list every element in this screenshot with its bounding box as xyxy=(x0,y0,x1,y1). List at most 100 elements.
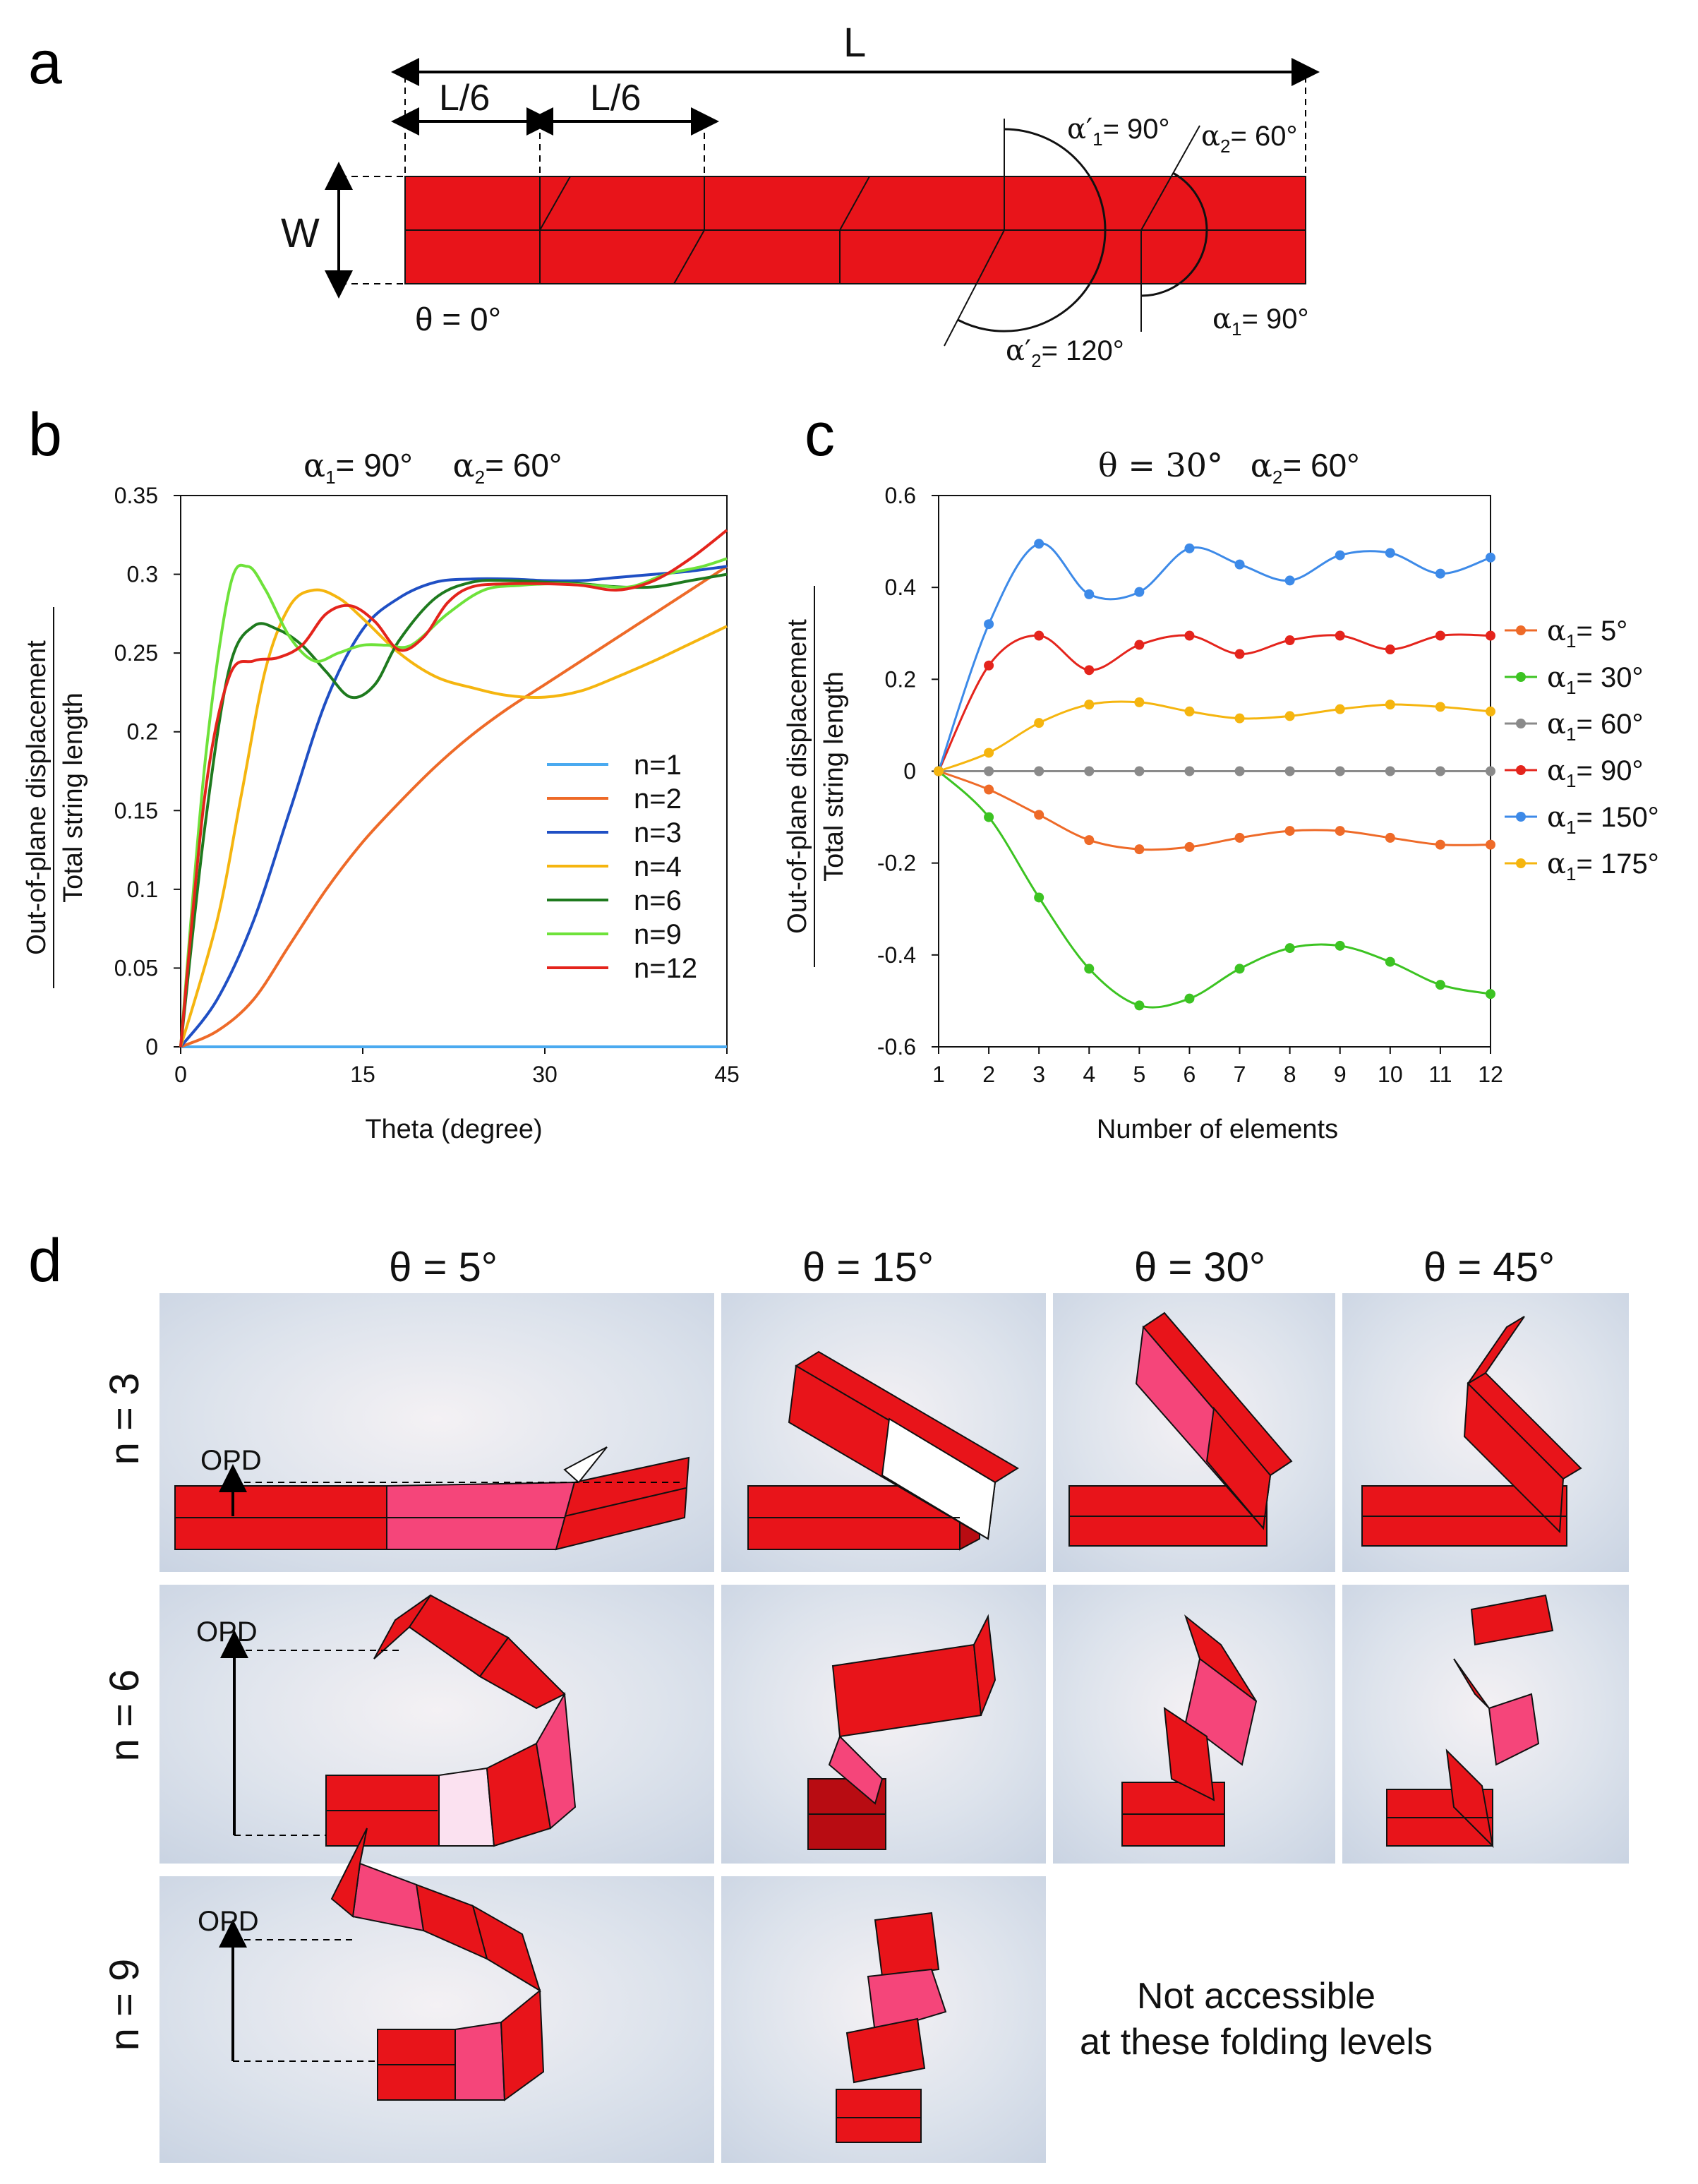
chart-b-ytick-label: 0.2 xyxy=(127,719,158,745)
chart-c-legend-label: α1= 150° xyxy=(1547,801,1659,838)
col-header-theta30: θ = 30° xyxy=(1134,1244,1265,1290)
chart-c-point xyxy=(1486,766,1495,776)
chart-b: α1= 90° α2= 60° Theta (degree) Out-of-pl… xyxy=(22,446,740,1144)
chart-c-point xyxy=(1435,839,1445,850)
chart-c-ytick-label: 0.6 xyxy=(885,483,916,508)
chart-b-xlabel: Theta (degree) xyxy=(365,1115,542,1144)
chart-c-point xyxy=(1335,550,1345,560)
chart-c-point xyxy=(1284,766,1295,776)
strip-render-n3-t15 xyxy=(747,1350,1019,1551)
row-header-n9: n = 9 xyxy=(102,1959,147,2051)
chart-c-point xyxy=(1034,718,1044,728)
opd-label-n3: OPD xyxy=(200,1445,262,1476)
chart-b-ytick-label: 0.1 xyxy=(127,877,158,902)
label-alpha-prime-1: α′1= 90° xyxy=(1067,113,1170,150)
chart-c-xtick-label: 12 xyxy=(1478,1062,1503,1087)
chart-c-point xyxy=(1034,766,1044,776)
chart-c-point xyxy=(1385,832,1395,843)
label-L6-2: L/6 xyxy=(590,78,641,119)
chart-c-point xyxy=(1234,964,1245,974)
chart-c-ytick-label: -0.6 xyxy=(877,1034,916,1060)
chart-c-legend-label: α1= 90° xyxy=(1547,755,1643,791)
dashed-guides xyxy=(340,76,1306,284)
chart-c-point xyxy=(1234,832,1245,843)
chart-c-xtick-label: 11 xyxy=(1428,1062,1452,1087)
chart-c-point xyxy=(1134,587,1145,597)
chart-c-xtick-label: 8 xyxy=(1284,1062,1296,1087)
strip-render-n6-t15 xyxy=(807,1614,996,1850)
chart-c-point xyxy=(1435,568,1445,579)
chart-c-point xyxy=(1385,700,1395,710)
chart-c-ylabel-top: Out-of-plane displacement xyxy=(783,619,812,934)
chart-b-legend-label: n=12 xyxy=(634,953,697,984)
panel-label-a: a xyxy=(28,29,62,97)
chart-c-ytick-label: 0.4 xyxy=(885,575,916,600)
col-header-theta5: θ = 5° xyxy=(389,1244,498,1290)
chart-c-xtick-label: 7 xyxy=(1234,1062,1246,1087)
chart-c-point xyxy=(1335,940,1345,951)
chart-c-point xyxy=(984,784,994,795)
panel-label-d: d xyxy=(28,1227,62,1295)
label-L6-1: L/6 xyxy=(439,78,490,119)
chart-b-series-n3 xyxy=(179,565,728,1048)
chart-c-legend-marker xyxy=(1516,719,1526,728)
strip-render-n6-t45 xyxy=(1386,1594,1554,1848)
row-header-n6: n = 6 xyxy=(102,1669,147,1762)
strip-render-n3-t5 xyxy=(174,1446,690,1551)
chart-c-point xyxy=(1284,826,1295,836)
chart-c-legend-marker xyxy=(1516,765,1526,775)
col-header-theta15: θ = 15° xyxy=(802,1244,934,1290)
chart-b-xtick-label: 15 xyxy=(350,1062,375,1087)
chart-c-point xyxy=(1084,665,1095,676)
not-accessible-line1: Not accessible xyxy=(1137,1976,1375,2017)
chart-c-point xyxy=(1134,640,1145,650)
chart-c-point xyxy=(1234,559,1245,570)
chart-b-legend-label: n=1 xyxy=(634,750,682,781)
chart-b-ytick-label: 0 xyxy=(145,1034,158,1060)
label-alpha-1: α1= 90° xyxy=(1212,303,1308,340)
chart-c-point xyxy=(1385,644,1395,655)
chart-c-point xyxy=(1335,704,1345,714)
chart-b-ylabel-bottom: Total string length xyxy=(59,692,88,903)
chart-c-xtick-label: 2 xyxy=(982,1062,995,1087)
chart-c-series-line xyxy=(937,542,1491,772)
chart-c-point xyxy=(984,766,994,776)
chart-c-point xyxy=(1284,943,1295,954)
chart-c-point xyxy=(984,619,994,630)
chart-c-point xyxy=(1184,706,1195,716)
chart-b-legend-label: n=4 xyxy=(634,851,682,882)
chart-c-series-line xyxy=(937,633,1491,772)
chart-c-point xyxy=(1385,956,1395,967)
chart-b-ylabel: Out-of-plane displacement Total string l… xyxy=(22,607,88,988)
chart-c-point xyxy=(1486,706,1495,716)
chart-c-point xyxy=(1385,766,1395,776)
chart-c-point xyxy=(1034,630,1044,641)
chart-c-point xyxy=(1134,766,1145,776)
chart-c-xtick-label: 3 xyxy=(1032,1062,1045,1087)
chart-c-xtick-label: 4 xyxy=(1083,1062,1095,1087)
chart-c-title: θ = 30° α2= 60° xyxy=(1098,446,1360,488)
chart-c-legend-label: α1= 175° xyxy=(1547,848,1659,884)
fold-lines xyxy=(539,119,1200,347)
chart-b-series-n2 xyxy=(180,565,728,1048)
chart-c-point xyxy=(1335,630,1345,641)
chart-c-xtick-label: 1 xyxy=(932,1062,945,1087)
chart-c-point xyxy=(1234,713,1245,724)
chart-c-point xyxy=(1284,575,1295,586)
label-W: W xyxy=(281,210,320,256)
chart-c-point xyxy=(984,748,994,758)
arc-alpha1 xyxy=(1140,229,1208,297)
label-alpha-2: α2= 60° xyxy=(1201,120,1297,157)
chart-b-ytick-label: 0.05 xyxy=(114,955,158,980)
label-L: L xyxy=(843,20,866,66)
chart-c-series-line xyxy=(938,700,1491,772)
chart-c-xtick-label: 10 xyxy=(1378,1062,1403,1087)
chart-b-series-n9 xyxy=(179,557,728,1048)
chart-c-point xyxy=(1134,1000,1145,1011)
chart-c-point xyxy=(1084,964,1095,974)
chart-c-point xyxy=(984,660,994,671)
chart-c-ylabel-bottom: Total string length xyxy=(819,671,849,882)
chart-c-point xyxy=(1486,552,1495,563)
arc-alpha-p1 xyxy=(1004,128,1107,231)
chart-c-point xyxy=(934,766,944,776)
